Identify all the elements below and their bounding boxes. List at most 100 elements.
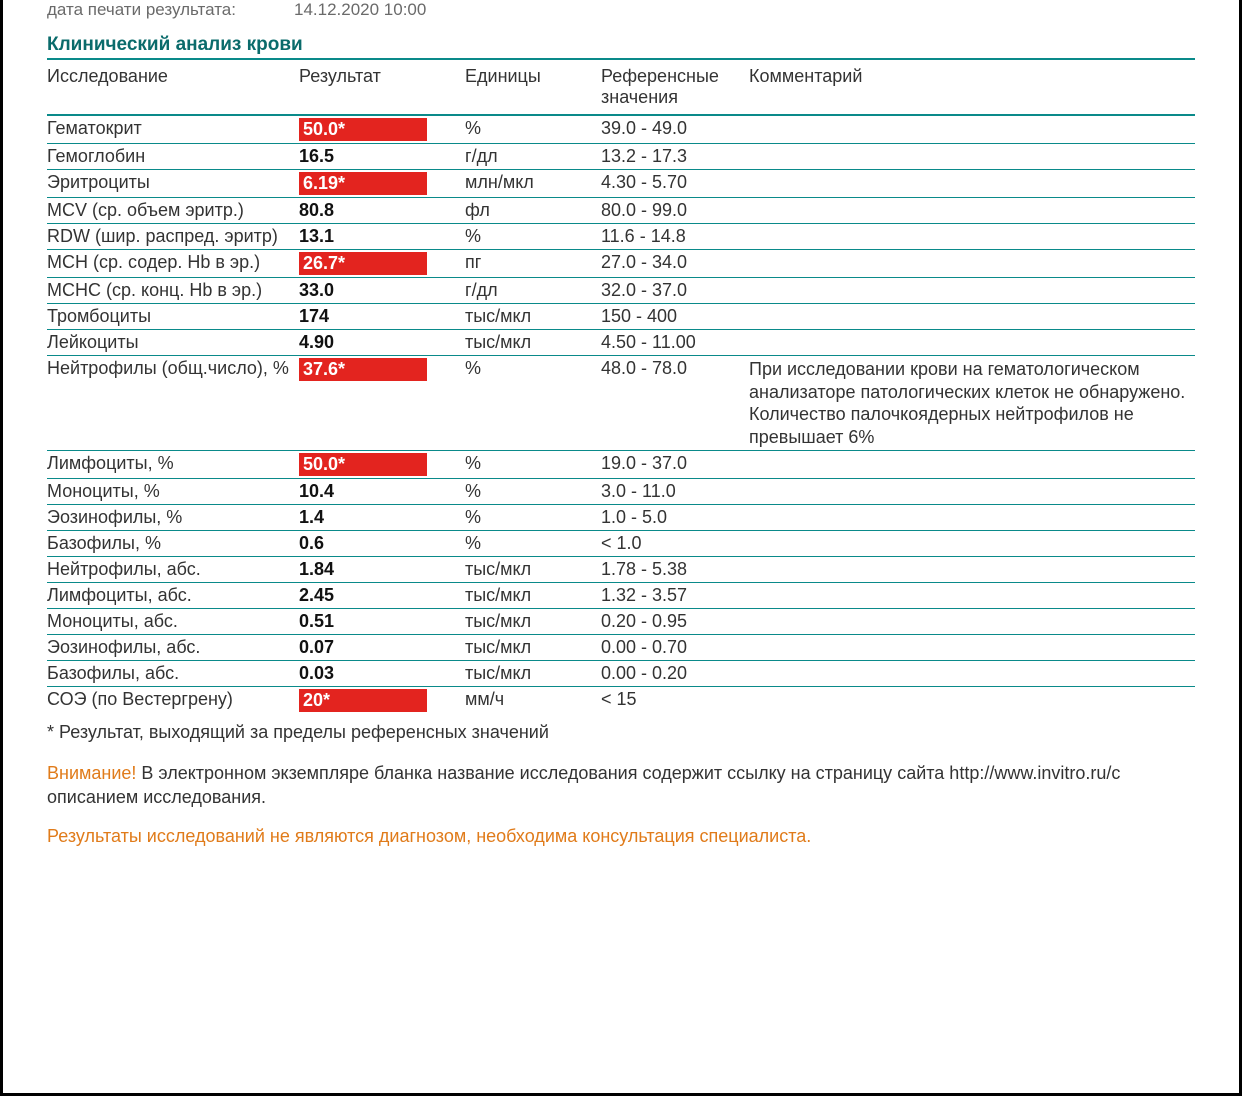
comment-cell: При исследовании крови на гематологическ… bbox=[749, 356, 1195, 451]
comment-cell bbox=[749, 224, 1195, 250]
table-row: Тромбоциты174тыс/мкл150 - 400 bbox=[47, 304, 1195, 330]
lab-report-page: дата печати результата: 14.12.2020 10:00… bbox=[0, 0, 1242, 1096]
result-value: 4.90 bbox=[299, 332, 334, 352]
comment-cell bbox=[749, 583, 1195, 609]
result-cell: 26.7* bbox=[299, 250, 465, 278]
comment-cell bbox=[749, 304, 1195, 330]
table-row: Эритроциты6.19* млн/мкл4.30 - 5.70 bbox=[47, 170, 1195, 198]
comment-cell bbox=[749, 144, 1195, 170]
reference-cell: 0.00 - 0.20 bbox=[601, 661, 749, 687]
reference-cell: < 15 bbox=[601, 687, 749, 715]
reference-cell: 80.0 - 99.0 bbox=[601, 198, 749, 224]
col-header-result: Результат bbox=[299, 60, 465, 115]
unit-cell: млн/мкл bbox=[465, 170, 601, 198]
unit-cell: % bbox=[465, 115, 601, 144]
col-header-unit: Единицы bbox=[465, 60, 601, 115]
test-name-cell: RDW (шир. распред. эритр) bbox=[47, 224, 299, 250]
comment-cell bbox=[749, 609, 1195, 635]
unit-cell: % bbox=[465, 451, 601, 479]
result-cell: 1.84 bbox=[299, 557, 465, 583]
reference-cell: 4.30 - 5.70 bbox=[601, 170, 749, 198]
table-row: Лимфоциты, %50.0*%19.0 - 37.0 bbox=[47, 451, 1195, 479]
comment-cell bbox=[749, 170, 1195, 198]
unit-cell: % bbox=[465, 479, 601, 505]
reference-cell: 48.0 - 78.0 bbox=[601, 356, 749, 451]
test-name-cell: Базофилы, % bbox=[47, 531, 299, 557]
result-value: 0.07 bbox=[299, 637, 334, 657]
table-row: RDW (шир. распред. эритр)13.1%11.6 - 14.… bbox=[47, 224, 1195, 250]
result-cell: 13.1 bbox=[299, 224, 465, 250]
reference-cell: 3.0 - 11.0 bbox=[601, 479, 749, 505]
comment-cell bbox=[749, 531, 1195, 557]
result-flagged: 50.0* bbox=[299, 118, 427, 141]
result-value: 0.03 bbox=[299, 663, 334, 683]
table-row: Нейтрофилы, абс.1.84тыс/мкл1.78 - 5.38 bbox=[47, 557, 1195, 583]
result-cell: 33.0 bbox=[299, 278, 465, 304]
table-row: Эозинофилы, абс.0.07 тыс/мкл0.00 - 0.70 bbox=[47, 635, 1195, 661]
result-cell: 174 bbox=[299, 304, 465, 330]
unit-cell: мм/ч bbox=[465, 687, 601, 715]
comment-cell bbox=[749, 330, 1195, 356]
reference-cell: 0.20 - 0.95 bbox=[601, 609, 749, 635]
section-title: Клинический анализ крови bbox=[47, 34, 1195, 60]
test-name-cell: Эозинофилы, абс. bbox=[47, 635, 299, 661]
print-date-value: 14.12.2020 10:00 bbox=[294, 0, 426, 20]
test-name-cell: Гемоглобин bbox=[47, 144, 299, 170]
comment-cell bbox=[749, 557, 1195, 583]
result-cell: 0.6 bbox=[299, 531, 465, 557]
test-name-cell: Моноциты, абс. bbox=[47, 609, 299, 635]
unit-cell: % bbox=[465, 505, 601, 531]
unit-cell: тыс/мкл bbox=[465, 635, 601, 661]
comment-cell bbox=[749, 479, 1195, 505]
test-name-cell: Базофилы, абс. bbox=[47, 661, 299, 687]
table-header-row: Исследование Результат Единицы Референсн… bbox=[47, 60, 1195, 115]
reference-cell: 39.0 - 49.0 bbox=[601, 115, 749, 144]
table-row: Эозинофилы, %1.4%1.0 - 5.0 bbox=[47, 505, 1195, 531]
test-name-cell: Нейтрофилы (общ.число), % bbox=[47, 356, 299, 451]
result-cell: 6.19* bbox=[299, 170, 465, 198]
table-row: MCHC (ср. конц. Hb в эр.)33.0г/дл32.0 - … bbox=[47, 278, 1195, 304]
result-cell: 2.45 bbox=[299, 583, 465, 609]
unit-cell: % bbox=[465, 356, 601, 451]
reference-cell: 11.6 - 14.8 bbox=[601, 224, 749, 250]
result-flagged: 6.19* bbox=[299, 172, 427, 195]
table-row: MCH (ср. содер. Hb в эр.)26.7*пг27.0 - 3… bbox=[47, 250, 1195, 278]
unit-cell: пг bbox=[465, 250, 601, 278]
test-name-cell: СОЭ (по Вестергрену) bbox=[47, 687, 299, 715]
comment-cell bbox=[749, 278, 1195, 304]
footnote: * Результат, выходящий за пределы рефере… bbox=[47, 722, 1195, 743]
print-meta-row: дата печати результата: 14.12.2020 10:00 bbox=[47, 0, 1195, 20]
table-row: Гематокрит50.0*%39.0 - 49.0 bbox=[47, 115, 1195, 144]
reference-cell: 1.32 - 3.57 bbox=[601, 583, 749, 609]
comment-cell bbox=[749, 687, 1195, 715]
test-name-cell: Лейкоциты bbox=[47, 330, 299, 356]
result-value: 174 bbox=[299, 306, 329, 326]
test-name-cell: MCH (ср. содер. Hb в эр.) bbox=[47, 250, 299, 278]
unit-cell: % bbox=[465, 224, 601, 250]
test-name-cell: MCV (ср. объем эритр.) bbox=[47, 198, 299, 224]
comment-cell bbox=[749, 198, 1195, 224]
result-cell: 80.8 bbox=[299, 198, 465, 224]
unit-cell: % bbox=[465, 531, 601, 557]
result-value: 1.4 bbox=[299, 507, 324, 527]
test-name-cell: Эозинофилы, % bbox=[47, 505, 299, 531]
unit-cell: тыс/мкл bbox=[465, 330, 601, 356]
table-row: Моноциты, абс.0.51тыс/мкл0.20 - 0.95 bbox=[47, 609, 1195, 635]
reference-cell: 150 - 400 bbox=[601, 304, 749, 330]
result-value: 16.5 bbox=[299, 146, 334, 166]
result-value: 1.84 bbox=[299, 559, 334, 579]
result-cell: 37.6* bbox=[299, 356, 465, 451]
test-name-cell: Эритроциты bbox=[47, 170, 299, 198]
reference-cell: < 1.0 bbox=[601, 531, 749, 557]
result-cell: 20* bbox=[299, 687, 465, 715]
table-row: Базофилы, %0.6%< 1.0 bbox=[47, 531, 1195, 557]
table-row: Моноциты, %10.4%3.0 - 11.0 bbox=[47, 479, 1195, 505]
notice-rest: В электронном экземпляре бланка название… bbox=[47, 763, 1120, 807]
unit-cell: тыс/мкл bbox=[465, 304, 601, 330]
reference-cell: 0.00 - 0.70 bbox=[601, 635, 749, 661]
result-value: 2.45 bbox=[299, 585, 334, 605]
comment-cell bbox=[749, 505, 1195, 531]
unit-cell: тыс/мкл bbox=[465, 661, 601, 687]
test-name-cell: MCHC (ср. конц. Hb в эр.) bbox=[47, 278, 299, 304]
comment-cell bbox=[749, 115, 1195, 144]
